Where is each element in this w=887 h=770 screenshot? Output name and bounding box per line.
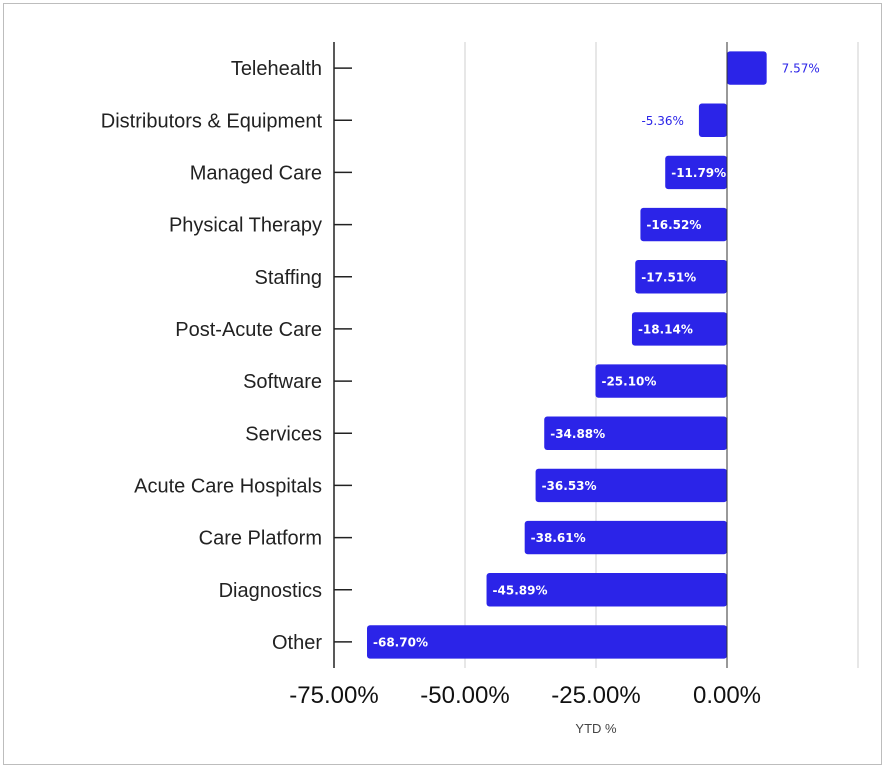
data-label: -68.70% bbox=[373, 635, 428, 649]
bar bbox=[367, 625, 727, 659]
bar bbox=[665, 155, 727, 190]
x-axis-title: YTD % bbox=[575, 721, 617, 736]
category-label: Services bbox=[245, 423, 322, 445]
x-tick-label: -75.00% bbox=[289, 682, 378, 709]
category-label: Staffing bbox=[255, 267, 322, 289]
data-label: -17.51% bbox=[641, 270, 696, 284]
x-tick-label: 0.00% bbox=[693, 682, 761, 709]
data-label: -38.61% bbox=[531, 531, 586, 545]
category-label: Software bbox=[243, 371, 322, 393]
bars bbox=[367, 51, 767, 659]
data-label: -16.52% bbox=[646, 218, 701, 232]
bar bbox=[524, 520, 727, 555]
category-label: Managed Care bbox=[190, 162, 322, 184]
category-label: Post-Acute Care bbox=[175, 319, 322, 341]
data-label: -34.88% bbox=[550, 427, 605, 441]
bar bbox=[640, 207, 727, 242]
x-tick-label: -50.00% bbox=[420, 682, 509, 709]
data-label: -45.89% bbox=[493, 583, 548, 597]
data-label: -36.53% bbox=[542, 479, 597, 493]
x-tick-label: -25.00% bbox=[551, 682, 640, 709]
bar bbox=[635, 260, 727, 294]
bar bbox=[698, 103, 727, 137]
category-label: Diagnostics bbox=[219, 580, 322, 602]
labels: Telehealth 7.57% Distributors & Equipment -… bbox=[101, 58, 820, 709]
bar bbox=[631, 312, 727, 346]
bar bbox=[544, 416, 727, 450]
bar bbox=[535, 468, 727, 503]
category-label: Care Platform bbox=[199, 528, 322, 550]
category-label: Telehealth bbox=[231, 58, 322, 80]
data-label: -25.10% bbox=[601, 375, 656, 389]
bar bbox=[727, 51, 767, 85]
data-label: -11.79% bbox=[671, 166, 726, 180]
axes bbox=[333, 42, 728, 668]
data-label: -5.36% bbox=[641, 114, 683, 128]
data-label: 7.57% bbox=[782, 62, 820, 76]
category-label: Other bbox=[272, 632, 322, 654]
data-label: -18.14% bbox=[638, 322, 693, 336]
bar bbox=[486, 573, 727, 607]
category-label: Physical Therapy bbox=[169, 215, 322, 237]
category-label: Distributors & Equipment bbox=[101, 110, 323, 132]
bar bbox=[595, 364, 727, 398]
category-label: Acute Care Hospitals bbox=[134, 475, 322, 497]
